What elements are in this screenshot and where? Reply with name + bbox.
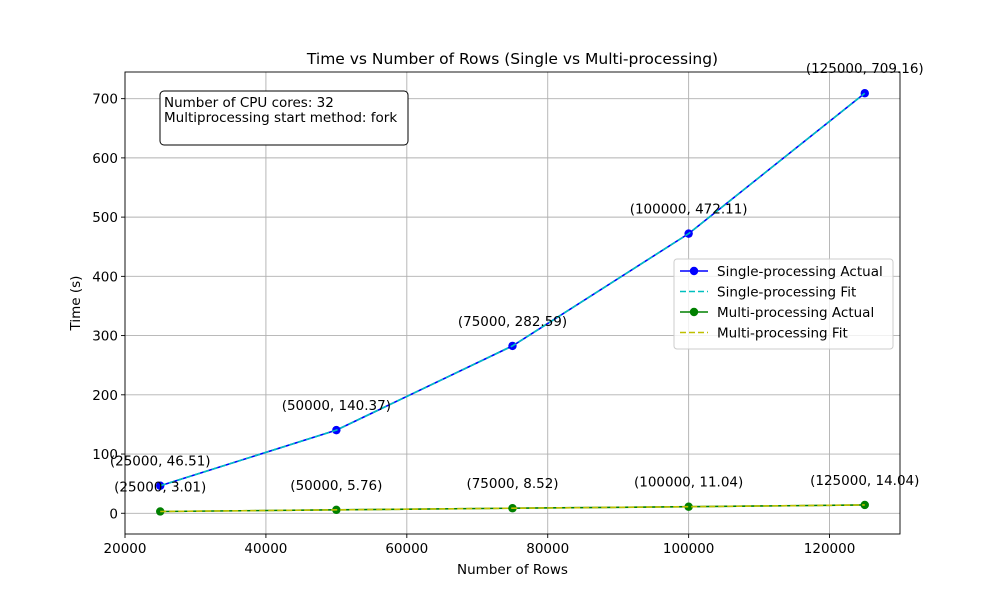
plot-frame xyxy=(124,71,901,535)
data-point-multi-processing-actual xyxy=(684,502,693,511)
data-point-multi-processing-actual xyxy=(860,500,869,510)
series-line-single-processing-fit xyxy=(159,92,866,487)
series-line-multi-processing-fit xyxy=(160,504,865,513)
axes-ticks: 20000 40000 60000 80000 100000 120000 0 100 200 3… xyxy=(92,92,855,557)
y-axis-label: Time (s) xyxy=(68,276,84,332)
data-label: (125000, 14.04) xyxy=(810,473,919,489)
legend: Single-processing Actual Single-processin… xyxy=(673,258,894,350)
data-point-single-processing-actual xyxy=(156,481,165,490)
x-tick-label: 20000 xyxy=(104,541,147,557)
x-axis-label: Number of Rows xyxy=(457,562,568,578)
data-label: (25000, 46.51) xyxy=(110,454,211,470)
data-label: (100000, 11.04) xyxy=(634,475,743,491)
legend-marker-multi-processing-actual xyxy=(689,307,699,317)
data-label: (50000, 5.76) xyxy=(290,478,382,494)
legend-label-multi-processing-fit: Multi-processing Fit xyxy=(717,326,848,342)
data-label: (50000, 140.37) xyxy=(282,398,391,414)
info-line-start-method: Multiprocessing start method: fork xyxy=(164,110,397,126)
info-box-frame xyxy=(159,90,409,146)
data-label: (100000, 472.11) xyxy=(630,202,748,218)
info-box: Number of CPU cores: 32 Multiprocessing … xyxy=(159,90,409,146)
data-label: (75000, 8.52) xyxy=(466,476,558,492)
plot-series xyxy=(156,89,869,516)
x-tick-label: 60000 xyxy=(385,541,428,557)
legend-label-single-processing-fit: Single-processing Fit xyxy=(717,285,856,301)
x-tick-label: 40000 xyxy=(244,541,287,557)
data-label: (125000, 709.16) xyxy=(806,61,924,77)
data-label: (25000, 3.01) xyxy=(114,479,206,495)
y-tick-label: 500 xyxy=(92,210,118,226)
y-tick-label: 400 xyxy=(92,269,118,285)
x-tick-label: 120000 xyxy=(804,541,856,557)
legend-label-single-processing-actual: Single-processing Actual xyxy=(717,264,883,280)
data-labels: (25000, 46.51) (50000, 140.37) (75000, 282… xyxy=(110,61,924,495)
x-tick-label: 80000 xyxy=(526,541,569,557)
x-tick-label: 100000 xyxy=(663,541,715,557)
data-point-multi-processing-actual xyxy=(156,507,165,516)
info-line-cpu-cores: Number of CPU cores: 32 xyxy=(164,95,334,111)
legend-label-multi-processing-actual: Multi-processing Actual xyxy=(717,305,874,321)
legend-frame xyxy=(673,258,894,350)
data-point-single-processing-actual xyxy=(860,89,869,98)
data-label: (75000, 282.59) xyxy=(458,314,567,330)
y-tick-label: 700 xyxy=(92,92,118,108)
y-tick-label: 300 xyxy=(92,329,118,345)
y-tick-label: 0 xyxy=(109,506,118,522)
y-tick-label: 100 xyxy=(92,447,118,463)
chart-title: Time vs Number of Rows (Single vs Multi-… xyxy=(306,50,718,68)
y-tick-label: 600 xyxy=(92,151,118,167)
legend-marker-single-processing-actual xyxy=(689,266,699,276)
y-tick-label: 200 xyxy=(92,388,118,404)
